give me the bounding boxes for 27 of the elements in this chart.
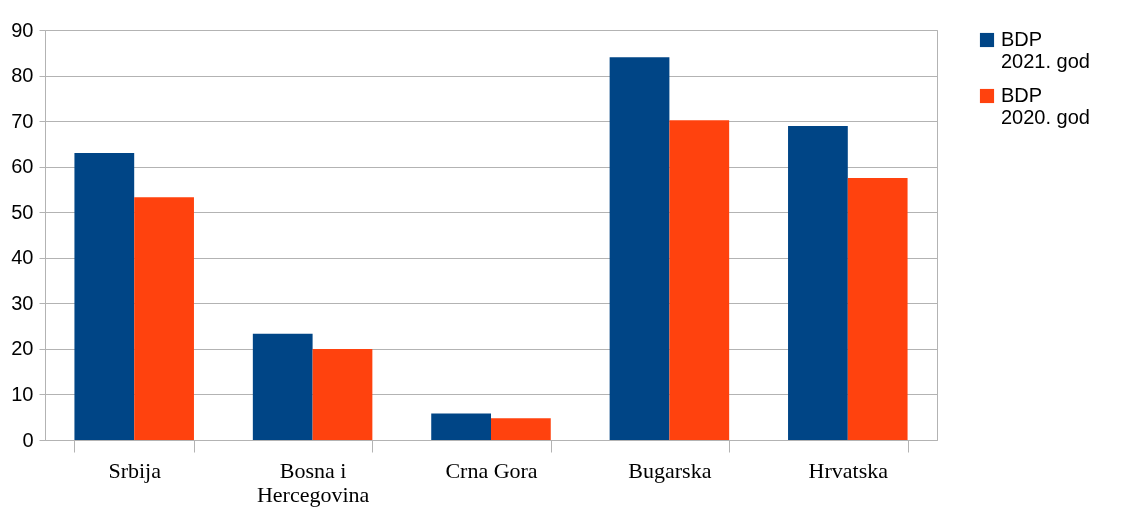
x-tick-label: Srbija	[108, 457, 162, 483]
bar	[312, 348, 373, 440]
y-tick-label: 0	[22, 428, 34, 451]
bar	[847, 178, 908, 440]
y-tick-label: 60	[11, 155, 34, 178]
y-tick-label: 90	[11, 18, 34, 41]
bar	[788, 126, 848, 440]
y-tick-label: 50	[11, 200, 34, 223]
bar	[669, 120, 730, 440]
y-tick-label: 40	[11, 246, 34, 269]
bar	[431, 413, 491, 440]
bar	[252, 333, 313, 440]
x-tick-label: Crna Gora	[445, 457, 538, 483]
y-tick-label: 20	[11, 337, 34, 360]
x-tick-label: Hrvatska	[808, 457, 889, 483]
bar	[134, 197, 194, 440]
y-tick-label: 30	[11, 291, 34, 314]
y-tick-label: 10	[11, 382, 34, 405]
y-tick-label: 80	[11, 64, 34, 87]
y-tick-label: 70	[11, 109, 34, 132]
bar	[491, 418, 551, 440]
legend-label: BDP 2021. god	[1001, 28, 1090, 72]
bar	[74, 153, 135, 440]
x-tick-label: Bosna i Hercegovina	[256, 457, 370, 507]
x-tick-label: Bugarska	[628, 457, 712, 483]
legend-label: BDP 2020. god	[1001, 84, 1090, 128]
bar	[609, 57, 670, 440]
